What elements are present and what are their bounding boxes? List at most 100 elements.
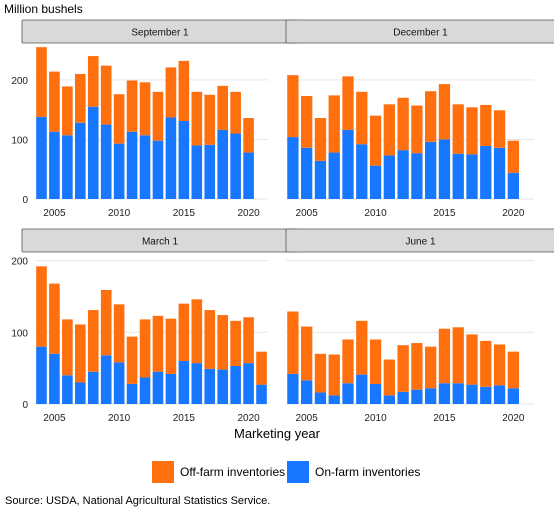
panel-title: March 1: [142, 237, 179, 248]
bar-on-farm-2014: [165, 117, 177, 199]
bar-on-farm-2018: [217, 129, 229, 199]
bar-on-farm-2009: [356, 144, 368, 199]
x-tick-label: 2005: [296, 208, 319, 219]
bar-on-farm-2004: [287, 373, 299, 404]
bar-on-farm-2015: [178, 121, 190, 199]
bar-on-farm-2019: [230, 133, 241, 199]
bar-off-farm-2009: [100, 65, 112, 125]
bar-on-farm-2008: [342, 383, 354, 404]
bar-off-farm-2013: [152, 91, 164, 141]
bar-on-farm-2016: [452, 383, 464, 404]
bar-off-farm-2008: [342, 76, 354, 130]
bar-on-farm-2019: [493, 385, 506, 404]
bar-off-farm-2013: [152, 315, 164, 372]
bar-on-farm-2005: [49, 353, 60, 404]
bar-on-farm-2013: [152, 371, 164, 404]
x-tick-label: 2015: [433, 208, 456, 219]
bar-on-farm-2014: [425, 388, 437, 404]
bar-off-farm-2007: [74, 73, 86, 123]
bar-on-farm-2016: [191, 363, 203, 404]
bar-off-farm-2004: [287, 75, 299, 138]
bar-off-farm-2019: [493, 344, 506, 386]
legend-label-off-farm: Off-farm inventories: [180, 465, 286, 479]
y-tick-label: 0: [22, 400, 28, 411]
bar-off-farm-2010: [369, 115, 382, 166]
bar-on-farm-2004: [36, 116, 47, 199]
bar-off-farm-2009: [100, 290, 112, 356]
bar-on-farm-2012: [397, 150, 409, 199]
y-tick-label: 100: [11, 135, 28, 146]
bar-off-farm-2015: [438, 84, 451, 140]
panel-title: September 1: [131, 28, 189, 39]
bar-on-farm-2020: [243, 152, 254, 199]
bar-off-farm-2020: [243, 317, 254, 364]
bar-on-farm-2019: [230, 366, 241, 404]
chart-panels: September 1 0 100 200 2005 2010 2015 2020 Decemb…: [11, 19, 554, 424]
bar-on-farm-2010: [369, 383, 382, 404]
bar-on-farm-2008: [87, 371, 99, 404]
bar-off-farm-2017: [466, 334, 478, 385]
bar-on-farm-2017: [466, 154, 478, 199]
bar-off-farm-2005: [301, 326, 313, 381]
y-tick-label: 0: [22, 195, 28, 206]
bar-off-farm-2005: [301, 95, 313, 148]
bar-off-farm-2007: [328, 354, 340, 396]
bar-off-farm-2020: [243, 118, 254, 153]
bar-on-farm-2007: [328, 152, 340, 199]
bar-off-farm-2010: [369, 339, 382, 384]
bar-off-farm-2008: [342, 339, 354, 384]
x-tick-label: 2010: [108, 413, 131, 424]
bar-on-farm-2016: [191, 145, 203, 199]
bar-on-farm-2005: [49, 131, 60, 199]
bar-on-farm-2020: [507, 388, 519, 404]
x-tick-label: 2020: [502, 413, 525, 424]
y-tick-label: 200: [11, 76, 28, 87]
x-tick-label: 2010: [364, 413, 387, 424]
bar-on-farm-2007: [74, 122, 86, 199]
bar-on-farm-2011: [126, 383, 138, 404]
bar-off-farm-2016: [191, 299, 203, 364]
bar-on-farm-2018: [480, 386, 492, 404]
panel-june-1: June 1 2005 2010 2015 2020: [285, 228, 554, 424]
x-tick-label: 2005: [296, 413, 319, 424]
bar-off-farm-2010: [113, 304, 125, 363]
x-tick-label: 2005: [43, 413, 66, 424]
bar-on-farm-2015: [178, 360, 190, 404]
panel-title: December 1: [393, 28, 448, 39]
bar-off-farm-2014: [165, 318, 177, 374]
bar-on-farm-2005: [301, 147, 313, 199]
bar-off-farm-2008: [87, 56, 99, 107]
bar-on-farm-2018: [480, 146, 492, 199]
bar-off-farm-2011: [126, 80, 138, 132]
legend: Off-farm inventories On-farm inventories: [0, 460, 554, 484]
x-tick-label: 2020: [502, 208, 525, 219]
bar-off-farm-2006: [314, 353, 327, 393]
bar-off-farm-2018: [480, 340, 492, 387]
bar-off-farm-2020: [507, 140, 519, 173]
bar-on-farm-2009: [100, 124, 112, 199]
bar-on-farm-2007: [328, 395, 340, 404]
bar-on-farm-2011: [383, 155, 395, 199]
bar-off-farm-2015: [178, 60, 190, 121]
bar-on-farm-2004: [287, 137, 299, 199]
bar-on-farm-2016: [452, 153, 464, 199]
bar-on-farm-2020: [243, 363, 254, 404]
bar-off-farm-2019: [493, 110, 506, 148]
bar-off-farm-2016: [452, 104, 464, 154]
panel-september-1: September 1 0 100 200 2005 2010 2015 2020: [11, 19, 299, 219]
bar-off-farm-2015: [178, 303, 190, 361]
bar-on-farm-2015: [438, 139, 451, 199]
bar-on-farm-2017: [204, 368, 216, 404]
bar-off-farm-2005: [49, 71, 60, 132]
bar-off-farm-2012: [397, 97, 409, 151]
panel-strip: [285, 19, 554, 44]
bar-on-farm-2021: [256, 384, 267, 404]
bar-on-farm-2009: [356, 374, 368, 404]
bar-off-farm-2008: [87, 310, 99, 372]
bar-off-farm-2005: [49, 283, 60, 354]
bar-on-farm-2013: [411, 153, 423, 199]
bar-on-farm-2018: [217, 369, 229, 404]
legend-item-on-farm: On-farm inventories: [287, 460, 420, 484]
bar-off-farm-2018: [217, 85, 229, 130]
